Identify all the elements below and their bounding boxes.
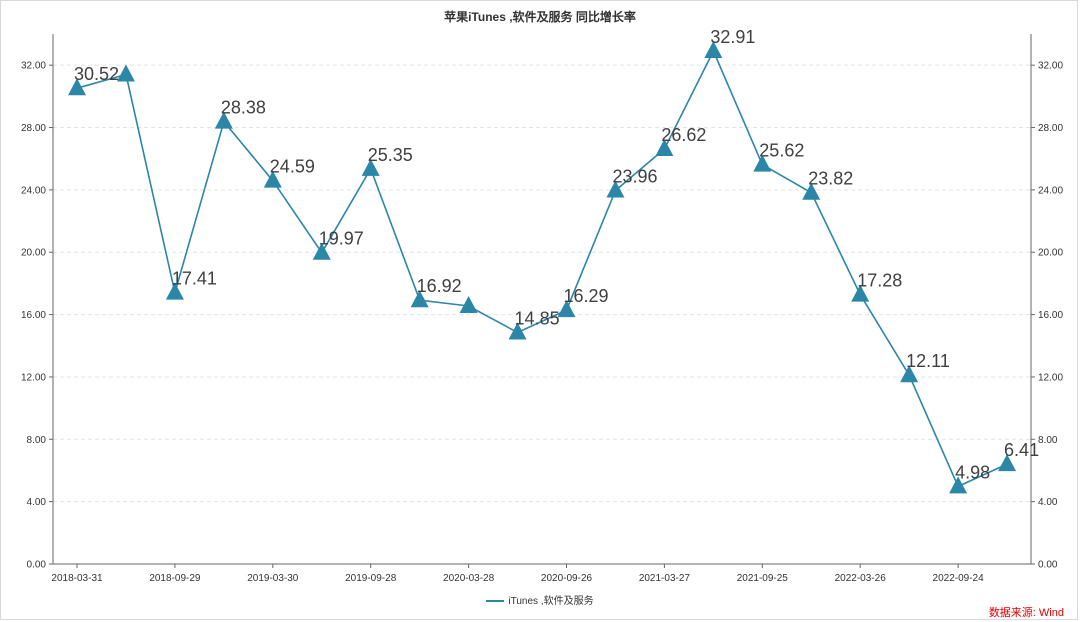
- data-point-marker: [655, 139, 674, 157]
- data-point-marker: [949, 476, 968, 494]
- data-point-marker: [998, 454, 1017, 472]
- data-point-marker: [900, 365, 919, 383]
- y-tick-label-right: 28.00: [1038, 123, 1063, 134]
- data-label: 23.82: [808, 169, 853, 189]
- data-point-marker: [508, 322, 527, 340]
- x-tick-label: 2021-03-27: [639, 573, 691, 584]
- x-tick-label: 2019-03-30: [247, 573, 299, 584]
- data-point-marker: [312, 242, 331, 260]
- data-label: 4.98: [955, 462, 990, 482]
- data-point-marker: [116, 64, 135, 82]
- data-label: 28.38: [221, 98, 266, 118]
- data-point-marker: [802, 182, 821, 200]
- data-label: 30.52: [74, 64, 119, 84]
- y-tick-label-right: 8.00: [1038, 435, 1058, 446]
- y-tick-label-left: 32.00: [21, 61, 46, 72]
- data-point-marker: [361, 158, 380, 176]
- data-point-marker: [704, 40, 723, 58]
- y-tick-label-left: 16.00: [21, 310, 46, 321]
- data-point-marker: [263, 170, 282, 188]
- x-tick-label: 2022-09-24: [933, 573, 985, 584]
- legend-label: iTunes ,软件及服务: [508, 596, 594, 607]
- y-tick-label-left: 4.00: [27, 497, 47, 508]
- y-tick-label-right: 0.00: [1038, 560, 1058, 571]
- legend-swatch: [486, 600, 505, 603]
- data-point-marker: [410, 290, 429, 308]
- data-point-marker: [557, 300, 576, 318]
- data-point-marker: [753, 154, 772, 172]
- data-label: 32.91: [710, 27, 755, 47]
- y-tick-label-left: 0.00: [27, 560, 47, 571]
- data-label: 25.62: [759, 141, 804, 161]
- series-line: [76, 49, 1008, 488]
- x-tick-label: 2021-09-25: [737, 573, 789, 584]
- data-point-marker: [851, 284, 870, 302]
- y-tick-label-right: 4.00: [1038, 497, 1058, 508]
- data-point-marker: [214, 111, 233, 129]
- data-label: 26.62: [661, 125, 706, 145]
- y-tick-label-left: 20.00: [21, 248, 46, 259]
- data-label: 6.41: [1004, 440, 1039, 460]
- data-label: 24.59: [270, 157, 315, 177]
- data-label: 12.11: [906, 351, 950, 371]
- x-tick-label: 2020-09-26: [541, 573, 593, 584]
- data-point-marker: [459, 296, 478, 314]
- data-point-marker: [606, 180, 625, 198]
- x-tick-label: 2019-09-28: [345, 573, 397, 584]
- data-label: 16.29: [564, 286, 609, 306]
- data-label: 25.35: [368, 145, 413, 165]
- y-tick-label-right: 12.00: [1038, 372, 1063, 383]
- chart-title: 苹果iTunes ,软件及服务 同比增长率: [444, 10, 636, 24]
- data-label: 16.92: [417, 276, 462, 296]
- y-tick-label-left: 28.00: [21, 123, 46, 134]
- data-label: 23.96: [612, 167, 657, 187]
- data-label: 19.97: [319, 229, 364, 249]
- x-tick-label: 2020-03-28: [443, 573, 495, 584]
- data-point-marker: [68, 78, 86, 96]
- data-label: 14.85: [515, 309, 560, 329]
- data-label: 17.41: [172, 269, 217, 289]
- y-tick-label-right: 24.00: [1038, 185, 1063, 196]
- y-tick-label-right: 16.00: [1038, 310, 1063, 321]
- data-label: 17.28: [857, 271, 902, 291]
- x-tick-label: 2018-03-31: [51, 573, 103, 584]
- legend[interactable]: iTunes ,软件及服务: [0, 592, 1080, 607]
- y-tick-label-left: 12.00: [21, 372, 46, 383]
- y-tick-label-left: 8.00: [27, 435, 47, 446]
- y-tick-label-left: 24.00: [21, 185, 46, 196]
- x-tick-label: 2018-09-29: [149, 573, 201, 584]
- data-point-marker: [165, 282, 184, 300]
- y-tick-label-right: 20.00: [1038, 248, 1063, 259]
- source-note: 数据来源: Wind: [988, 607, 1064, 619]
- y-tick-label-right: 32.00: [1038, 61, 1063, 72]
- x-tick-label: 2022-03-26: [835, 573, 887, 584]
